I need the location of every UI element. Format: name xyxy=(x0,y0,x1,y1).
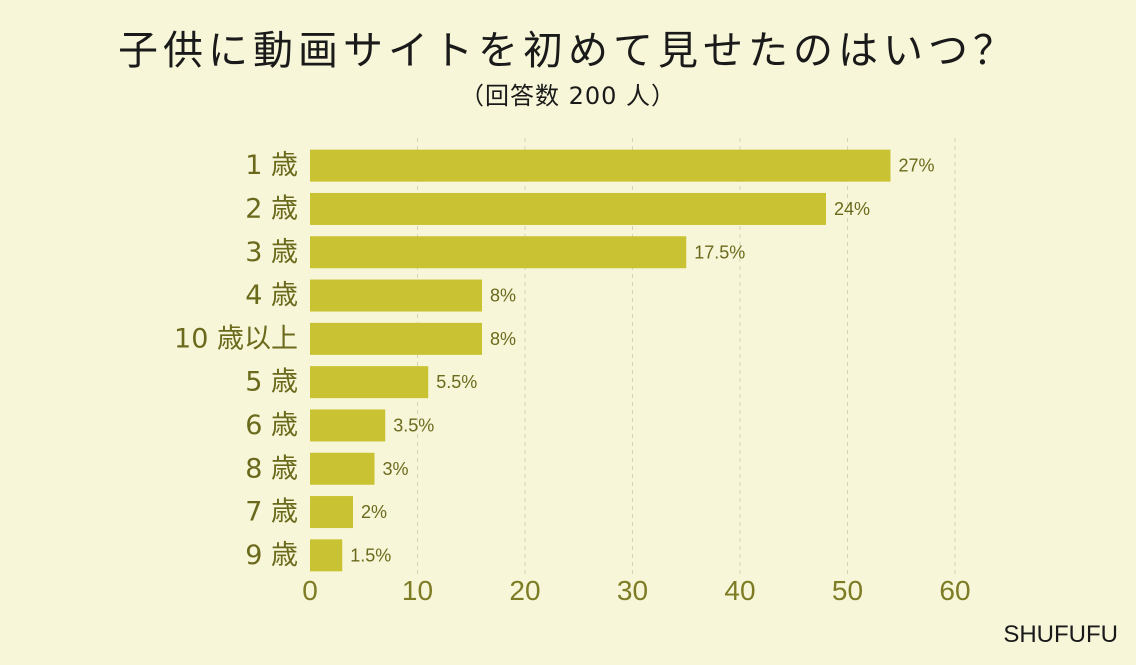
chart-title: 子供に動画サイトを初めて見せたのはいつ？ xyxy=(118,28,1018,74)
bar xyxy=(310,539,343,572)
category-label: 4 歳 xyxy=(245,280,298,311)
value-label: 3.5% xyxy=(393,415,434,435)
value-label: 17.5% xyxy=(694,242,745,262)
bar xyxy=(310,366,429,399)
category-label: 8 歳 xyxy=(245,453,298,484)
value-label: 2% xyxy=(361,502,387,522)
bar xyxy=(310,236,687,269)
bar xyxy=(310,409,386,442)
category-label: 6 歳 xyxy=(245,410,298,441)
value-label: 8% xyxy=(490,286,516,306)
bar xyxy=(310,452,375,485)
source-credit: SHUFUFU xyxy=(1003,621,1118,648)
category-label: 9 歳 xyxy=(245,540,298,571)
bar xyxy=(310,496,353,529)
value-label: 5.5% xyxy=(436,372,477,392)
x-tick-label: 30 xyxy=(617,575,648,606)
x-tick-label: 20 xyxy=(509,575,540,606)
category-label: 1 歳 xyxy=(245,150,298,181)
bar xyxy=(310,322,482,355)
x-tick-label: 60 xyxy=(939,575,970,606)
category-label: 2 歳 xyxy=(245,193,298,224)
value-label: 27% xyxy=(899,156,935,176)
value-label: 1.5% xyxy=(350,545,391,565)
category-label: 5 歳 xyxy=(245,367,298,398)
x-tick-label: 40 xyxy=(724,575,755,606)
value-label: 8% xyxy=(490,329,516,349)
category-label: 3 歳 xyxy=(245,237,298,268)
x-tick-label: 50 xyxy=(832,575,863,606)
bar xyxy=(310,149,891,182)
value-label: 3% xyxy=(383,459,409,479)
bar xyxy=(310,192,826,225)
x-tick-label: 0 xyxy=(302,575,318,606)
x-tick-label: 10 xyxy=(402,575,433,606)
value-label: 24% xyxy=(834,199,870,219)
chart-subtitle: （回答数 200 人） xyxy=(459,82,677,110)
category-label: 10 歳以上 xyxy=(174,323,298,354)
bar xyxy=(310,279,482,312)
category-label: 7 歳 xyxy=(245,497,298,528)
